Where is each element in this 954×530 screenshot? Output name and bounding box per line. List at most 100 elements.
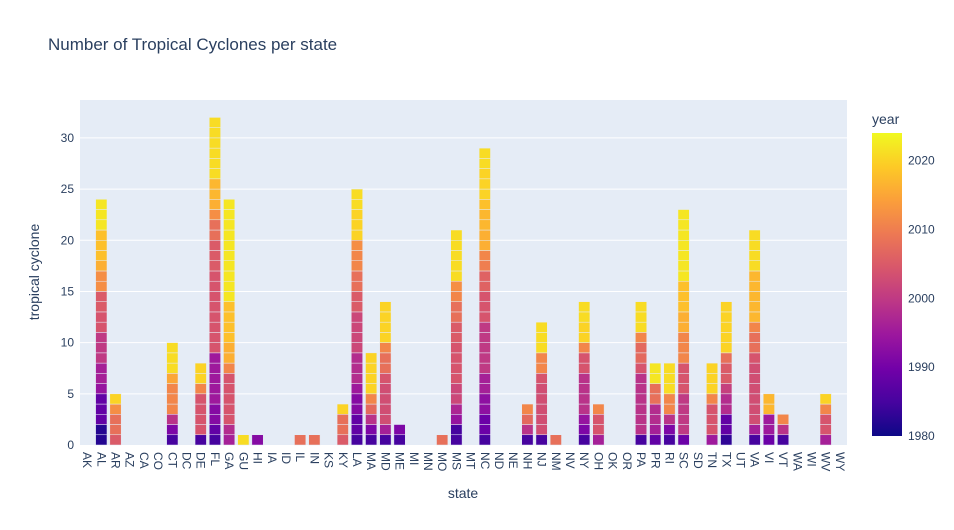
bar-segment[interactable] xyxy=(635,424,647,436)
bar-segment[interactable] xyxy=(365,434,378,446)
bar-segment[interactable] xyxy=(223,321,236,333)
bar-segment[interactable] xyxy=(748,362,761,374)
bar-segment[interactable] xyxy=(677,250,690,261)
bar-segment[interactable] xyxy=(635,321,647,333)
bar-segment[interactable] xyxy=(351,280,363,292)
bar-segment[interactable] xyxy=(379,393,392,405)
bar-segment[interactable] xyxy=(223,291,236,302)
bar-segment[interactable] xyxy=(209,137,221,149)
bar-segment[interactable] xyxy=(95,362,108,374)
bar-segment[interactable] xyxy=(677,414,690,425)
bar-segment[interactable] xyxy=(223,219,236,231)
bar-segment[interactable] xyxy=(663,403,676,415)
bar-segment[interactable] xyxy=(478,178,491,190)
bar-segment[interactable] xyxy=(223,280,236,292)
bar-segment[interactable] xyxy=(677,240,690,251)
bar-segment[interactable] xyxy=(379,342,392,354)
bar-segment[interactable] xyxy=(635,393,647,405)
bar-segment[interactable] xyxy=(706,393,718,405)
bar-segment[interactable] xyxy=(166,383,179,395)
bar-segment[interactable] xyxy=(109,424,122,436)
bar-segment[interactable] xyxy=(478,332,491,343)
bar-segment[interactable] xyxy=(209,188,221,200)
bar-segment[interactable] xyxy=(478,270,491,282)
bar-segment[interactable] xyxy=(478,403,491,415)
bar-segment[interactable] xyxy=(194,424,207,436)
bar-segment[interactable] xyxy=(677,434,690,446)
bar-segment[interactable] xyxy=(379,414,392,425)
bar-segment[interactable] xyxy=(209,332,221,343)
bar-segment[interactable] xyxy=(166,403,179,415)
bar-segment[interactable] xyxy=(209,117,221,128)
bar-segment[interactable] xyxy=(592,424,605,436)
bar-segment[interactable] xyxy=(762,403,775,415)
bar-segment[interactable] xyxy=(209,301,221,313)
bar-segment[interactable] xyxy=(748,240,761,251)
bar-segment[interactable] xyxy=(478,199,491,210)
bar-segment[interactable] xyxy=(478,311,491,323)
bar-segment[interactable] xyxy=(209,403,221,415)
bar-segment[interactable] xyxy=(209,147,221,159)
bar-segment[interactable] xyxy=(166,373,179,384)
bar-segment[interactable] xyxy=(748,291,761,302)
bar-segment[interactable] xyxy=(365,362,378,374)
bar-segment[interactable] xyxy=(450,373,463,384)
bar-segment[interactable] xyxy=(720,342,733,354)
bar-segment[interactable] xyxy=(635,332,647,343)
bar-segment[interactable] xyxy=(706,362,718,374)
bar-segment[interactable] xyxy=(450,414,463,425)
bar-segment[interactable] xyxy=(223,332,236,343)
bar-segment[interactable] xyxy=(95,414,108,425)
bar-segment[interactable] xyxy=(209,260,221,272)
bar-segment[interactable] xyxy=(819,434,832,446)
bar-segment[interactable] xyxy=(748,414,761,425)
bar-segment[interactable] xyxy=(95,291,108,302)
bar-segment[interactable] xyxy=(450,424,463,436)
bar-segment[interactable] xyxy=(223,373,236,384)
bar-segment[interactable] xyxy=(223,342,236,354)
bar-segment[interactable] xyxy=(379,301,392,313)
bar-segment[interactable] xyxy=(365,424,378,436)
bar-segment[interactable] xyxy=(578,403,591,415)
bar-segment[interactable] xyxy=(748,403,761,415)
bar-segment[interactable] xyxy=(308,434,321,446)
bar-segment[interactable] xyxy=(521,424,534,436)
bar-segment[interactable] xyxy=(592,414,605,425)
bar-segment[interactable] xyxy=(209,209,221,221)
bar-segment[interactable] xyxy=(663,414,676,425)
bar-segment[interactable] xyxy=(95,424,108,436)
bar-segment[interactable] xyxy=(365,352,378,364)
bar-segment[interactable] xyxy=(748,270,761,282)
bar-segment[interactable] xyxy=(535,393,548,405)
bar-segment[interactable] xyxy=(578,301,591,313)
bar-segment[interactable] xyxy=(351,332,363,343)
bar-segment[interactable] xyxy=(95,301,108,313)
bar-segment[interactable] xyxy=(209,352,221,364)
bar-segment[interactable] xyxy=(95,270,108,282)
bar-segment[interactable] xyxy=(351,209,363,221)
bar-segment[interactable] xyxy=(677,403,690,415)
bar-segment[interactable] xyxy=(762,424,775,436)
bar-segment[interactable] xyxy=(95,403,108,415)
bar-segment[interactable] xyxy=(478,260,491,272)
bar-segment[interactable] xyxy=(223,301,236,313)
bar-segment[interactable] xyxy=(535,434,548,446)
bar-segment[interactable] xyxy=(478,383,491,395)
bar-segment[interactable] xyxy=(677,342,690,354)
bar-segment[interactable] xyxy=(209,127,221,139)
bar-segment[interactable] xyxy=(223,362,236,374)
bar-segment[interactable] xyxy=(351,260,363,272)
bar-segment[interactable] xyxy=(365,403,378,415)
bar-segment[interactable] xyxy=(209,199,221,210)
bar-segment[interactable] xyxy=(706,434,718,446)
bar-segment[interactable] xyxy=(720,332,733,343)
bar-segment[interactable] xyxy=(166,414,179,425)
bar-segment[interactable] xyxy=(450,352,463,364)
bar-segment[interactable] xyxy=(436,434,449,446)
bar-segment[interactable] xyxy=(535,352,548,364)
bar-segment[interactable] xyxy=(663,373,676,384)
bar-segment[interactable] xyxy=(209,280,221,292)
bar-segment[interactable] xyxy=(677,229,690,241)
bar-segment[interactable] xyxy=(109,414,122,425)
bar-segment[interactable] xyxy=(677,209,690,221)
